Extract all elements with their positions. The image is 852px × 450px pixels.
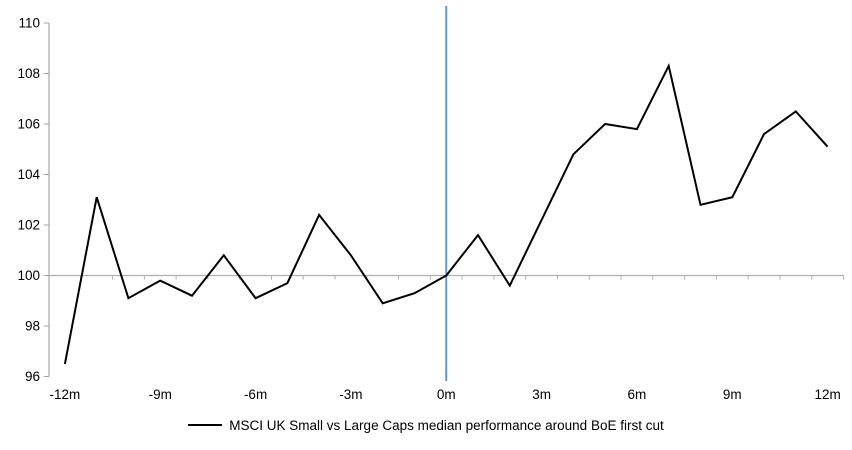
x-axis-tick-label: 6m [628, 387, 647, 402]
y-axis-tick-label: 100 [17, 268, 40, 283]
x-axis-tick-label: 0m [437, 387, 456, 402]
x-axis-tick-label: -9m [149, 387, 172, 402]
x-axis-tick-label: 9m [723, 387, 742, 402]
legend-label: MSCI UK Small vs Large Caps median perfo… [229, 417, 664, 433]
x-axis-tick-label: 3m [532, 387, 551, 402]
y-axis-tick-label: 110 [18, 16, 40, 31]
legend: MSCI UK Small vs Large Caps median perfo… [0, 416, 852, 434]
y-axis-tick-label: 98 [25, 319, 40, 334]
x-axis-tick-label: -6m [244, 387, 267, 402]
y-axis-tick-label: 102 [17, 218, 40, 233]
x-axis-tick-label: 12m [814, 387, 840, 402]
x-axis-tick-label: -3m [339, 387, 362, 402]
y-axis-tick-label: 108 [17, 66, 40, 81]
y-axis-tick-label: 104 [17, 167, 40, 182]
series-line [63, 62, 829, 365]
legend-line-sample [188, 424, 223, 426]
x-axis-tick-label: -12m [50, 387, 81, 402]
y-axis-tick-label: 106 [17, 117, 40, 132]
y-axis-tick-label: 96 [25, 369, 40, 384]
